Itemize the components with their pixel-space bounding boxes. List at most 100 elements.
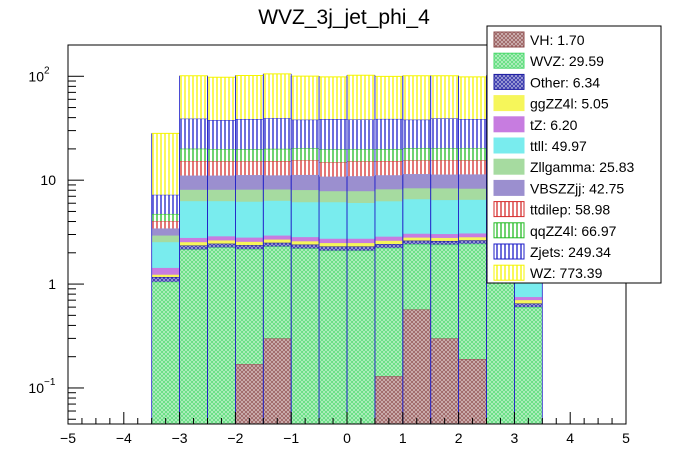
legend-entry: Zjets: 249.34 [493, 243, 611, 260]
bar-segment [430, 338, 459, 424]
legend-swatch [493, 31, 525, 48]
legend-swatch [493, 201, 525, 218]
bar-segment [291, 237, 320, 242]
bar-segment [458, 160, 487, 175]
bar-segment [207, 120, 236, 150]
bar-segment [151, 194, 180, 214]
bar-segment [235, 245, 264, 250]
x-tick-label: −1 [283, 430, 299, 446]
bar-segment [151, 281, 180, 424]
bar-segment [319, 202, 347, 239]
bar-segment [430, 237, 459, 241]
x-tick-label: −2 [227, 430, 243, 446]
legend-swatch [493, 243, 525, 260]
legend-swatch [493, 52, 525, 69]
bar-segment [235, 149, 264, 162]
bar-segment [319, 238, 347, 244]
bar-segment [319, 162, 347, 177]
svg-text:10: 10 [28, 380, 44, 396]
bar-segment [207, 77, 236, 121]
bar-segment [402, 75, 431, 120]
bar-segment [458, 174, 487, 189]
bar-segment [179, 148, 208, 162]
bar-segment [430, 244, 459, 339]
legend-entry: qqZZ4l: 66.97 [493, 222, 617, 239]
bar-segment [514, 297, 543, 301]
legend-label: Other: 6.34 [530, 74, 600, 90]
legend-entry: ttdilep: 58.98 [493, 201, 610, 218]
bar-segment [430, 174, 459, 189]
x-tick-label: 0 [343, 430, 351, 446]
bar-segment [207, 236, 236, 241]
bar-segment [207, 149, 236, 162]
legend-entry: Zllgamma: 25.83 [493, 158, 634, 175]
bar-segment [458, 237, 487, 241]
bar-segment [430, 160, 459, 175]
bar-segment [374, 244, 403, 248]
bar-segment [291, 174, 320, 191]
bar-segment [207, 247, 236, 424]
bar-segment [291, 190, 320, 203]
bar-segment [347, 176, 375, 192]
bar-segment [151, 276, 180, 282]
legend-entry: ttll: 49.97 [493, 137, 587, 154]
bar-segment [263, 148, 292, 162]
bar-segment [458, 148, 487, 161]
bar-segment [151, 228, 180, 236]
bar-segment [235, 161, 264, 176]
legend-entry: VBSZZjj: 42.75 [493, 179, 624, 196]
bar-segment [347, 202, 375, 239]
bar-segment [514, 307, 543, 424]
series-2 [151, 243, 543, 424]
legend-swatch [493, 116, 525, 133]
bar-segment [263, 161, 292, 176]
x-tick-label: −3 [172, 430, 188, 446]
legend-label: Zjets: 249.34 [530, 244, 611, 260]
bar-segment [235, 118, 264, 150]
bar-segment [458, 199, 487, 234]
bar-segment [319, 250, 347, 424]
bar-segment [374, 189, 403, 202]
bar-segment [291, 202, 320, 238]
bar-segment [458, 119, 487, 149]
legend-box [486, 25, 662, 284]
legend-swatch [493, 95, 525, 112]
y-tick-label: 1 [48, 276, 56, 292]
bar-segment [263, 73, 292, 119]
bar-segment [291, 148, 320, 161]
bar-segment [179, 249, 208, 424]
bar-segment [347, 149, 375, 162]
bar-segment [402, 188, 431, 200]
bar-segment [235, 237, 264, 242]
legend-label: WVZ: 29.59 [530, 53, 604, 69]
bar-segment [430, 118, 459, 149]
bar-segment [319, 191, 347, 203]
bar-segment [291, 244, 320, 249]
bar-segment [319, 76, 347, 120]
bar-segment [430, 240, 459, 245]
bar-segment [207, 240, 236, 244]
legend-label: WZ: 773.39 [530, 265, 603, 281]
bar-segment [374, 118, 403, 150]
bar-segment [347, 243, 375, 247]
x-tick-label: −4 [116, 430, 132, 446]
bar-segment [458, 243, 487, 360]
bar-segment [263, 200, 292, 236]
bar-segment [319, 243, 347, 247]
legend-entry: WZ: 773.39 [493, 264, 603, 281]
bar-segment [179, 245, 208, 250]
bar-segment [263, 189, 292, 201]
bar-segment [319, 119, 347, 150]
bar-segment [319, 246, 347, 251]
bar-segment [151, 242, 180, 268]
bar-segment [207, 161, 236, 176]
bar-segment [374, 247, 403, 377]
bar-segment [347, 238, 375, 244]
bar-segment [458, 359, 487, 424]
bar-segment [319, 149, 347, 163]
bar-segment [402, 160, 431, 175]
bar-segment [347, 246, 375, 251]
bar-segment [151, 133, 180, 195]
bar-segment [458, 76, 487, 120]
